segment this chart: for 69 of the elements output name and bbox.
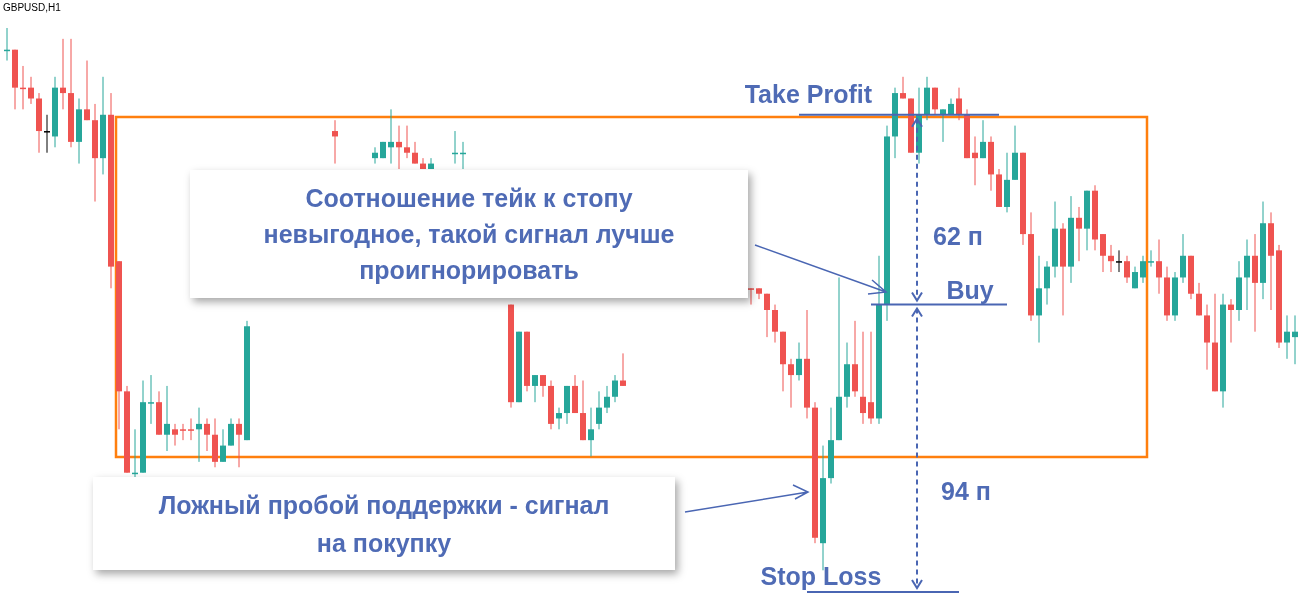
candlestick	[1284, 314, 1290, 360]
candlestick	[612, 374, 618, 403]
candlestick	[84, 60, 90, 121]
candlestick	[1228, 298, 1234, 344]
candlestick	[1124, 255, 1130, 284]
callout-box: Соотношение тейк к стопу невыгодное, такой сигнал лучше проигнорировать	[190, 170, 748, 298]
candlestick	[788, 358, 794, 409]
candlestick	[164, 385, 170, 452]
candlestick	[1180, 233, 1186, 284]
candlestick	[596, 390, 602, 430]
annotation: Соотношение тейк к стопу невыгодное, такой сигнал лучше проигнорировать	[262, 183, 676, 286]
candlestick	[972, 135, 978, 186]
candlestick	[860, 331, 866, 425]
candlestick	[180, 423, 186, 441]
callout-box: Ложный пробой поддержки - сигнал на покупку	[93, 477, 675, 570]
candlestick	[404, 125, 410, 159]
candlestick	[1044, 260, 1050, 306]
candlestick	[332, 119, 338, 165]
candlestick	[236, 417, 242, 468]
candlestick	[1108, 244, 1114, 273]
annotation: 94 п	[941, 477, 991, 505]
candlestick	[604, 385, 610, 414]
candlestick	[428, 157, 434, 170]
candlestick	[748, 287, 754, 306]
candlestick	[620, 352, 626, 387]
candlestick	[532, 374, 538, 403]
candlestick	[1100, 233, 1106, 273]
candlestick	[196, 407, 202, 463]
candlestick	[388, 108, 394, 165]
candlestick	[1196, 282, 1202, 316]
candlestick	[1116, 249, 1122, 273]
candlestick	[220, 428, 226, 463]
candlestick	[932, 87, 938, 116]
candlestick	[556, 407, 562, 430]
candlestick	[148, 374, 154, 425]
candlestick	[796, 342, 802, 381]
candlestick	[764, 293, 770, 338]
candlestick	[172, 423, 178, 447]
chart-title: GBPUSD,H1	[3, 2, 61, 13]
candlestick	[420, 157, 426, 170]
candlestick	[1076, 206, 1082, 262]
candlestick	[980, 119, 986, 159]
candlestick	[1292, 314, 1298, 365]
candlestick	[1156, 239, 1162, 295]
ref-line-label: Stop Loss	[760, 562, 882, 590]
candlestick	[60, 38, 66, 110]
candlestick	[940, 108, 946, 143]
ref-line-label: Take Profit	[744, 79, 873, 108]
candlestick	[1140, 255, 1146, 284]
candlestick	[204, 417, 210, 452]
candlestick	[1244, 239, 1250, 311]
candlestick	[188, 417, 194, 441]
ref-line-label: Buy	[946, 275, 994, 304]
candlestick	[44, 114, 50, 154]
candlestick	[412, 141, 418, 165]
candlestick	[540, 374, 546, 398]
candlestick	[956, 87, 962, 121]
candlestick	[372, 146, 378, 165]
candlestick	[588, 407, 594, 457]
candlestick	[772, 304, 778, 344]
candlestick	[396, 125, 402, 170]
candlestick	[28, 76, 34, 105]
candlestick	[1148, 249, 1154, 268]
annotation: Ложный пробой поддержки - сигнал на покупку	[157, 489, 611, 559]
candlestick	[756, 287, 762, 300]
candlestick	[900, 76, 906, 99]
candlestick	[868, 331, 874, 425]
candlestick	[228, 417, 234, 447]
annotation: 62 п	[933, 222, 983, 250]
